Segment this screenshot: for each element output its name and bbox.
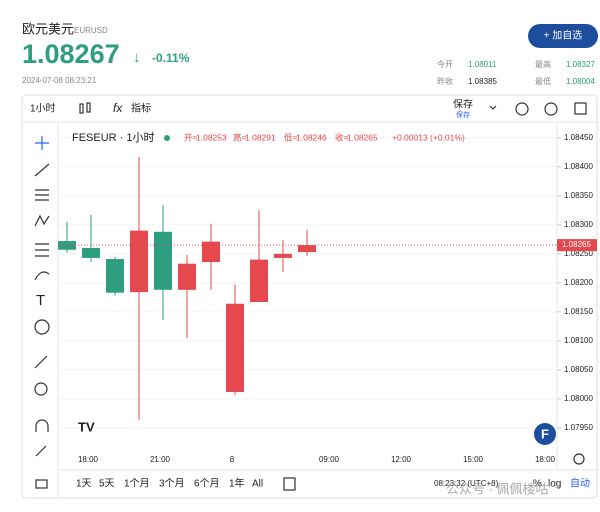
last-price-label: 1.08265 [562, 240, 591, 249]
legend-text: 1.08246 [296, 132, 327, 142]
interval-button[interactable]: 1小时 [30, 103, 56, 115]
legend-text: 1.08265 [347, 132, 378, 142]
plot: 1.084501.084001.083501.083001.082501.082… [58, 125, 597, 470]
svg-text:T: T [36, 292, 45, 309]
f-badge [534, 423, 556, 445]
candle-body [130, 230, 148, 293]
candle-body [202, 241, 220, 262]
y-tick-label: 1.08100 [564, 336, 593, 345]
legend-text: FESEUR · 1小时 [72, 131, 155, 144]
stat-label: 今开 [437, 59, 453, 69]
legend-text: 1.08253 [196, 132, 227, 142]
log-toggle[interactable]: log [548, 479, 561, 490]
candle-body [298, 245, 316, 253]
stat-value: 1.08011 [468, 60, 497, 69]
range-button[interactable]: 1年 [229, 477, 245, 490]
candle-body [106, 259, 124, 293]
indicators-button[interactable]: 指标 [131, 102, 151, 115]
stat-value: 1.08385 [468, 77, 497, 86]
legend-text: 开= [184, 132, 198, 142]
f-badge-letter: F [541, 426, 549, 441]
x-tick-label: 12:00 [391, 455, 412, 464]
change-arrow: ↓ [133, 49, 141, 66]
change-pct: -0.11% [152, 51, 190, 65]
range-buttons: 1天 5天 1个月 3个月 6个月 1年 All [76, 477, 263, 490]
range-button[interactable]: 6个月 [194, 478, 220, 490]
tv-logo: TV [78, 419, 95, 434]
pair-name: 欧元美元 [22, 21, 74, 36]
legend-text: 高= [233, 132, 247, 142]
date-range-icon[interactable] [283, 477, 296, 491]
save-sub: 保存 [456, 110, 470, 119]
x-tick-label: 18:00 [78, 455, 99, 464]
axis-settings[interactable] [573, 453, 585, 465]
legend-text: 低= [284, 132, 298, 142]
y-tick-label: 1.08150 [564, 307, 593, 316]
last-price-tag [557, 239, 597, 252]
stat-label: 昨收 [437, 76, 453, 86]
stat-value: 1.08327 [566, 60, 595, 69]
fullscreen-icon[interactable] [574, 102, 587, 115]
y-tick-label: 1.08250 [564, 249, 593, 258]
add-watchlist-label: + 加自选 [544, 29, 583, 42]
y-tick-label: 1.08050 [564, 365, 593, 374]
x-tick-label: 21:00 [150, 455, 171, 464]
candle-body [226, 303, 244, 392]
x-tick-label: 15:00 [463, 455, 484, 464]
range-button[interactable]: 1天 [76, 479, 92, 490]
pair-code: EURUSD [74, 26, 108, 35]
range-button[interactable]: All [252, 479, 263, 490]
save-button[interactable]: 保存 [453, 98, 473, 111]
watermark: 公众号 · 佩佩楼咕 [446, 481, 549, 496]
timestamp: 2024-07-08 08:23:21 [22, 76, 97, 85]
legend-text: 收= [335, 132, 349, 142]
x-tick-label: 09:00 [319, 455, 340, 464]
legend-dot [164, 135, 170, 141]
candle-body [178, 263, 196, 290]
stat-value: 1.08004 [566, 77, 595, 86]
settings-icon[interactable] [544, 102, 558, 116]
y-tick-label: 1.08350 [564, 191, 593, 200]
legend-text: +0.00013 (+0.01%) [392, 132, 465, 142]
price: 1.08267 [22, 39, 120, 69]
legend-text: 1.08291 [245, 132, 276, 142]
stat-label: 最高 [535, 59, 551, 69]
y-tick-label: 1.07950 [564, 423, 593, 432]
candle-body [82, 248, 100, 258]
range-button[interactable]: 1个月 [124, 478, 150, 490]
alert-icon[interactable] [515, 102, 529, 116]
save-dropdown[interactable] [489, 105, 497, 110]
clock: 08:23:32 (UTC+8) [434, 479, 499, 488]
fx-icon: fx [113, 101, 123, 115]
candle-type-icon[interactable] [79, 102, 91, 114]
y-tick-label: 1.08000 [564, 394, 593, 403]
y-tick-label: 1.08400 [564, 162, 593, 171]
stats: 今开 1.08011 最高 1.08327 昨收 1.08385 最低 1.08004 [437, 59, 595, 86]
chart-frame [21, 94, 598, 499]
range-button[interactable]: 5天 [99, 479, 115, 490]
auto-toggle[interactable]: 自动 [570, 477, 590, 490]
candle-body [154, 231, 172, 290]
y-tick-label: 1.08450 [564, 133, 593, 142]
x-tick-label: 18:00 [535, 455, 556, 464]
range-button[interactable]: 3个月 [159, 478, 185, 490]
candle-body [250, 259, 268, 303]
y-tick-label: 1.08300 [564, 220, 593, 229]
candle-body [274, 253, 292, 258]
drawing-tools[interactable]: T [34, 136, 50, 489]
y-tick-label: 1.08200 [564, 278, 593, 287]
stat-label: 最低 [535, 76, 551, 86]
percent-toggle[interactable]: % [533, 479, 542, 490]
x-tick-label: 8 [230, 455, 235, 464]
add-watchlist-button[interactable] [528, 24, 598, 48]
